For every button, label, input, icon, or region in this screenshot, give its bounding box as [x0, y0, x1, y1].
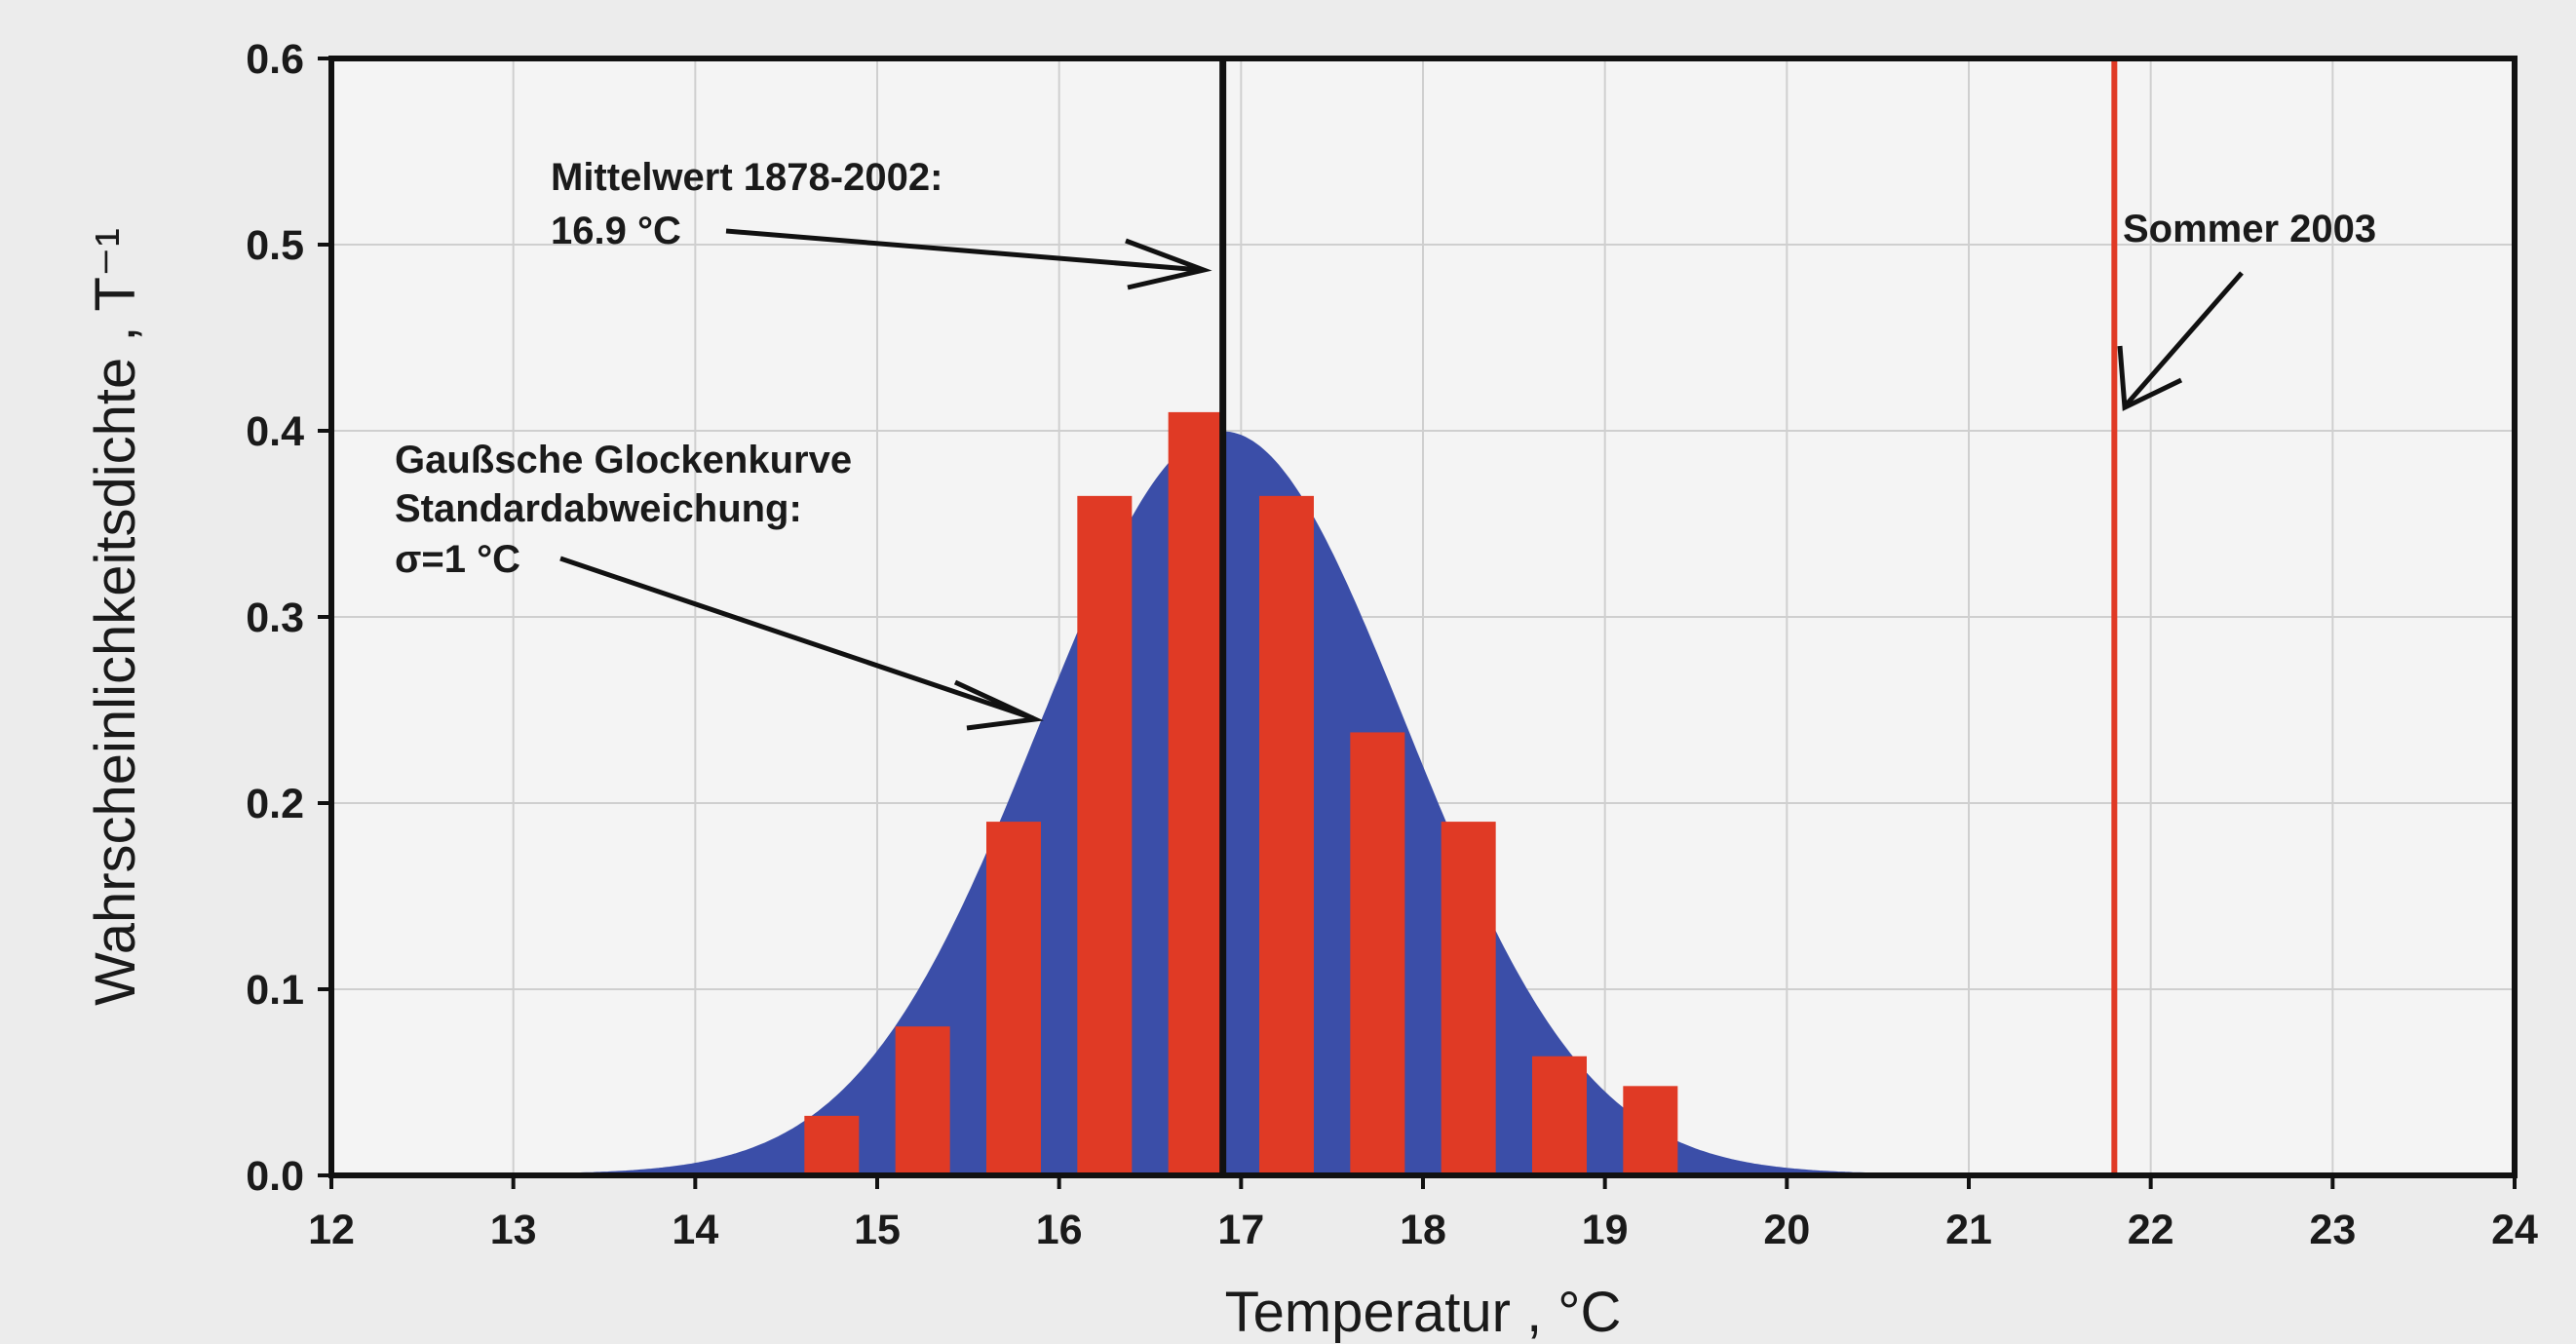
annotation-mean-value: 16.9 °C: [551, 210, 681, 252]
x-tick-label-2: 14: [672, 1207, 718, 1253]
annotation-gauss-sigma: σ=1 °C: [395, 538, 520, 581]
x-tick-label-12: 24: [2491, 1207, 2538, 1253]
arrow-mean: [725, 228, 1212, 290]
x-tick-label-5: 17: [1217, 1207, 1264, 1253]
bar-4: [1168, 411, 1223, 1175]
bar-0: [804, 1115, 860, 1175]
x-tick-label-4: 16: [1036, 1207, 1083, 1253]
annotation-mean-title: Mittelwert 1878-2002:: [551, 156, 942, 199]
x-tick-label-6: 18: [1400, 1207, 1446, 1253]
y-tick-label-2: 0.2: [246, 781, 304, 827]
x-tick-label-0: 12: [308, 1207, 355, 1253]
bar-6: [1350, 732, 1405, 1175]
x-tick-label-10: 22: [2128, 1207, 2174, 1253]
bar-3: [1077, 495, 1133, 1176]
x-axis-label: Temperatur , °C: [1225, 1281, 1622, 1344]
y-axis-label: Wahrscheinlichkeitsdichte , T⁻¹: [84, 228, 147, 1006]
x-tick-label-7: 19: [1582, 1207, 1629, 1253]
bar-5: [1259, 495, 1314, 1176]
grid: [330, 58, 2516, 1176]
annotations: Mittelwert 1878-2002: 16.9 °C Gaußsche G…: [395, 156, 2376, 731]
bar-1: [895, 1026, 950, 1175]
arrow-summer: [2117, 271, 2244, 411]
bar-7: [1441, 822, 1496, 1175]
y-tick-label-4: 0.4: [246, 408, 304, 455]
annotation-gauss-subtitle: Standardabweichung:: [395, 487, 802, 530]
bar-9: [1623, 1086, 1678, 1175]
bars-layer: [804, 411, 1678, 1176]
ticks-layer: 12 13 14 15 16 17 18 19 20 21 22 23 24 0.0 0.1 0.2 0.3 0.…: [246, 36, 2538, 1253]
x-tick-label-11: 23: [2309, 1207, 2356, 1253]
x-tick-label-3: 15: [854, 1207, 901, 1253]
y-tick-label-0: 0.0: [246, 1153, 304, 1200]
bar-2: [986, 822, 1041, 1175]
annotation-summer: Sommer 2003: [2123, 208, 2376, 250]
y-tick-label-5: 0.5: [246, 222, 304, 269]
x-tick-label-1: 13: [490, 1207, 537, 1253]
x-tick-label-8: 20: [1763, 1207, 1810, 1253]
y-tick-label-3: 0.3: [246, 595, 304, 641]
annotation-gauss-title: Gaußsche Glockenkurve: [395, 439, 852, 481]
arrow-gauss: [559, 556, 1044, 731]
y-tick-label-1: 0.1: [246, 967, 304, 1014]
bar-8: [1532, 1056, 1587, 1175]
y-tick-label-6: 0.6: [246, 36, 304, 83]
x-tick-label-9: 21: [1945, 1207, 1992, 1253]
